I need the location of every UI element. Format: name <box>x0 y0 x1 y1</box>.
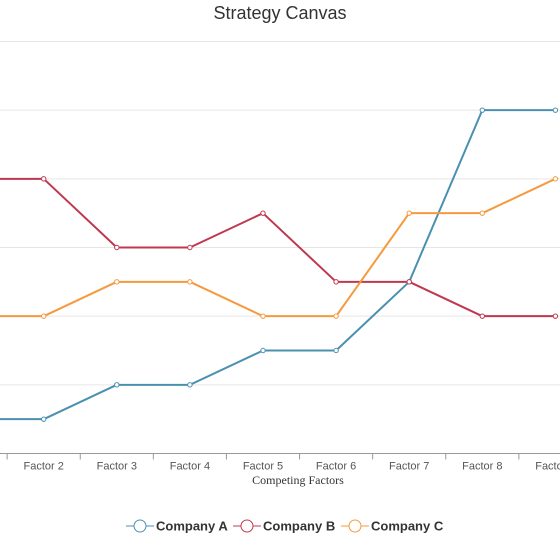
legend-marker <box>240 519 254 533</box>
data-point <box>41 176 47 182</box>
series-lines <box>0 109 556 421</box>
x-tick-label: Factor 5 <box>243 461 283 473</box>
legend-marker <box>133 519 147 533</box>
x-tick-label: Factor 3 <box>97 461 137 473</box>
data-point <box>187 244 193 251</box>
data-point <box>260 347 266 354</box>
data-point <box>333 279 339 285</box>
data-point <box>479 210 485 216</box>
x-tick-label: Factor 6 <box>316 461 356 473</box>
x-tick-label: Factor 9 <box>535 461 560 473</box>
data-point <box>406 210 412 216</box>
series-line <box>0 109 556 421</box>
data-point <box>114 382 120 388</box>
data-point <box>187 382 193 388</box>
data-point <box>552 107 559 113</box>
legend: Company A Company B Company C <box>126 519 444 534</box>
data-point <box>260 210 266 216</box>
data-point <box>114 279 120 285</box>
legend-label: Company B <box>263 519 335 534</box>
x-tick-label: Factor 4 <box>170 461 210 473</box>
data-point <box>479 313 485 319</box>
legend-marker <box>348 519 362 533</box>
chart-title: Strategy Canvas <box>213 3 346 23</box>
data-point <box>41 313 47 319</box>
x-axis-label: Competing Factors <box>252 473 344 487</box>
x-tick-label: Factor 8 <box>462 461 502 473</box>
legend-label: Company C <box>371 519 444 534</box>
x-tick-label: Factor 2 <box>24 461 64 473</box>
data-point <box>260 313 266 319</box>
grid-lines <box>0 41 560 386</box>
legend-label: Company A <box>156 519 228 534</box>
data-point <box>479 107 485 113</box>
data-point <box>552 313 559 319</box>
data-point <box>333 313 339 319</box>
x-tick-label: Factor 7 <box>389 461 429 473</box>
data-point <box>187 279 193 285</box>
data-point <box>406 279 412 285</box>
data-point <box>552 176 559 182</box>
series-points <box>41 107 559 422</box>
data-point <box>114 244 120 251</box>
data-point <box>41 416 47 422</box>
data-point <box>333 347 339 354</box>
